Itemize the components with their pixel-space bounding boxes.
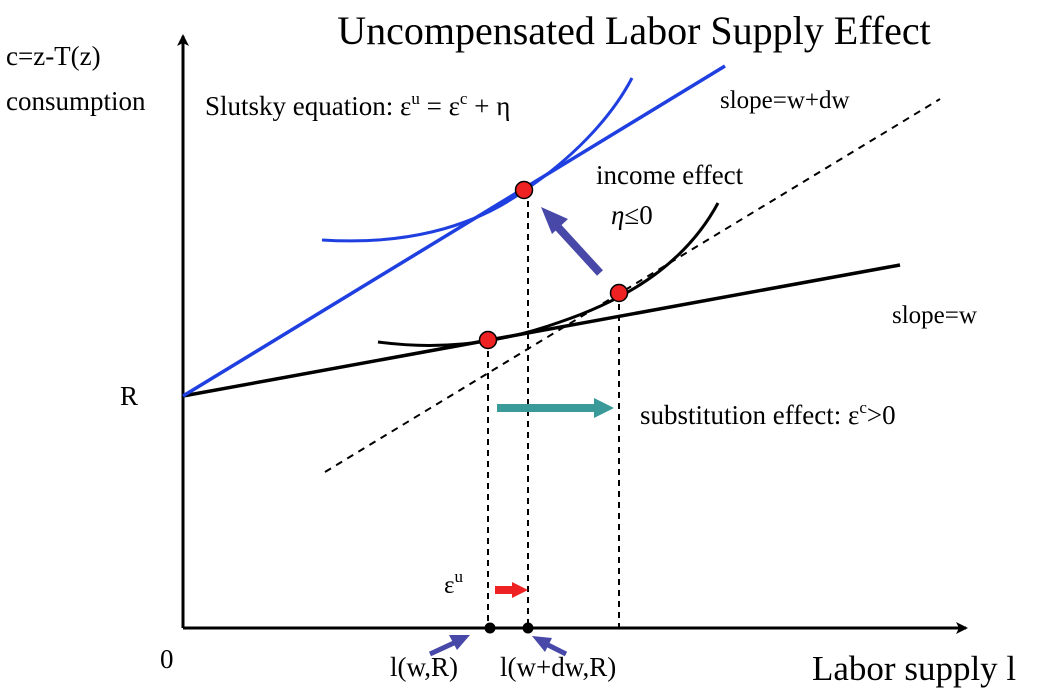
y-axis-label-line2: consumption	[6, 86, 146, 116]
x-axis-label: Labor supply l	[812, 649, 1016, 688]
origin-label: 0	[160, 644, 174, 674]
income-effect-label: income effect	[596, 160, 744, 190]
point-compensated	[609, 283, 629, 303]
point-new-equilibrium	[514, 180, 534, 200]
axis-point-old	[484, 622, 496, 634]
income-effect-arrow	[541, 207, 603, 276]
budget-line-new	[182, 64, 726, 398]
indifference-curve-old	[377, 202, 720, 347]
substitution-effect-label: substitution effect: εc>0	[640, 398, 896, 430]
budget-line-old	[182, 263, 901, 398]
axis-point-new	[522, 622, 534, 634]
y-axis-label-line1: c=z-T(z)	[6, 41, 101, 71]
dashed-parallel-line	[324, 98, 941, 473]
diagram-title: Uncompensated Labor Supply Effect	[337, 8, 931, 53]
labor-old-label: l(w,R)	[390, 652, 458, 682]
intercept-label: R	[120, 381, 138, 411]
substitution-effect-arrow	[497, 398, 614, 418]
slope-old-label: slope=w	[892, 302, 977, 329]
label-arrow-old	[428, 635, 470, 657]
uncompensated-effect-label: εu	[444, 567, 464, 599]
label-arrow-new	[532, 636, 568, 657]
uncompensated-effect-arrow	[495, 582, 528, 598]
labor-new-label: l(w+dw,R)	[500, 652, 616, 682]
slope-new-label: slope=w+dw	[720, 87, 850, 114]
point-old-equilibrium	[478, 330, 498, 350]
income-effect-sign: η≤0	[611, 200, 653, 230]
slutsky-equation: Slutsky equation: εu = εc + η	[205, 89, 510, 121]
